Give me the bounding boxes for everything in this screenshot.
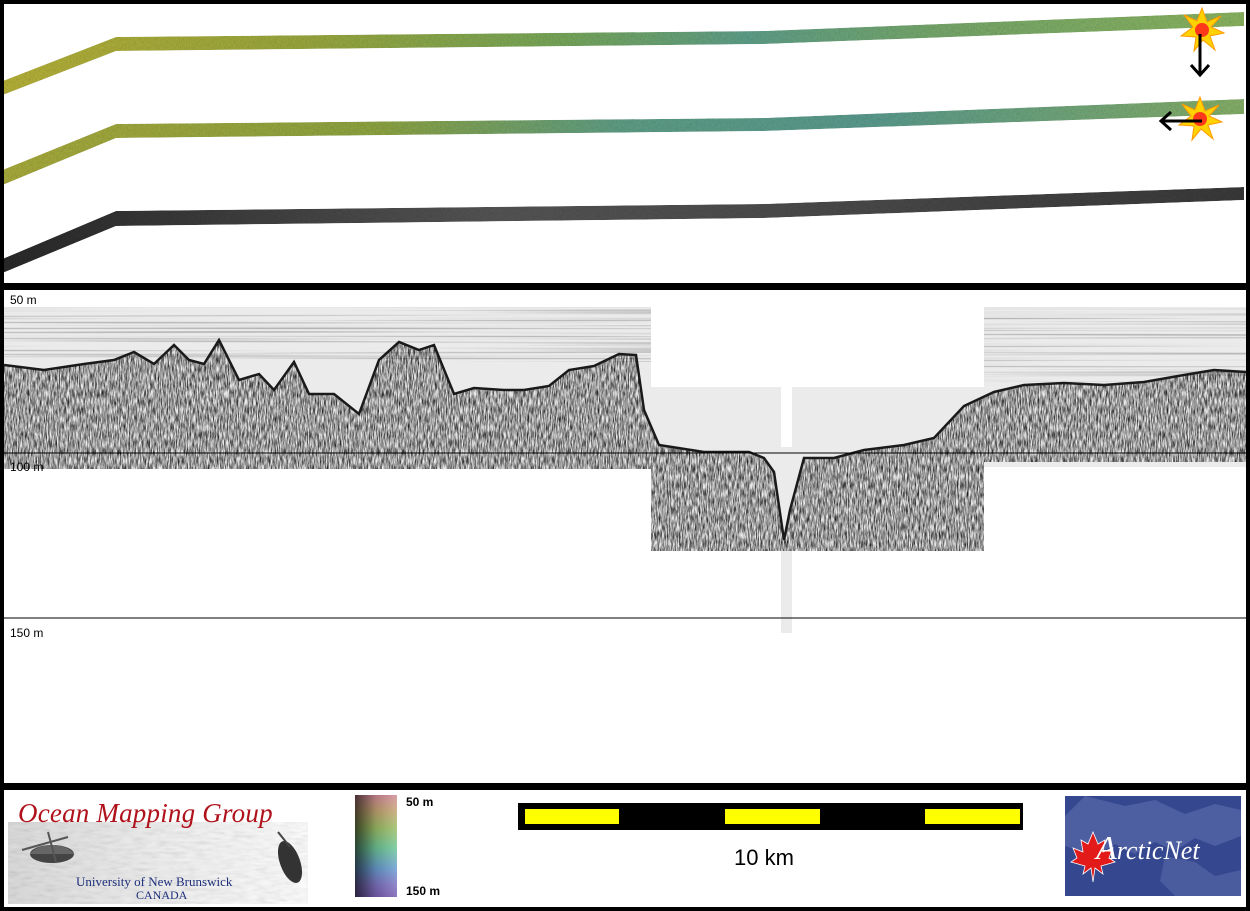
ocean-mapping-group-logo: Ocean Mapping Group (8, 792, 308, 904)
maple-leaf-icon (1070, 830, 1116, 883)
scale-segment (525, 809, 619, 824)
sidescan-gray-track (4, 187, 1244, 273)
swath-panel (4, 4, 1246, 283)
depth-label-150: 150 m (10, 626, 44, 640)
arcticnet-wordmark: ArcticNet (1096, 830, 1200, 868)
seafloor-logo-image (8, 822, 308, 904)
omg-university: University of New Brunswick (76, 874, 233, 889)
sun-illumination-icon (1179, 6, 1226, 53)
omg-country: CANADA (136, 888, 188, 902)
backscatter-color-track (4, 99, 1244, 185)
scale-segment (925, 809, 1020, 824)
arrow-left-icon (1158, 110, 1202, 132)
swath-tracks (4, 6, 1244, 273)
towfish-icon (277, 831, 303, 883)
scale-segment (725, 809, 820, 824)
colorbar-bottom-label: 150 m (406, 884, 441, 898)
scale-bar (518, 803, 1023, 830)
scale-label: 10 km (734, 845, 794, 870)
depth-label-50: 50 m (10, 293, 37, 307)
omg-title: Ocean Mapping Group (18, 798, 273, 828)
arcticnet-map-image (1065, 796, 1241, 896)
arcticnet-rest: rcticNet (1116, 836, 1200, 865)
seismic-profile (4, 307, 1246, 633)
colorbar-top-label: 50 m (406, 795, 434, 809)
arcticnet-logo (1065, 796, 1241, 896)
depth-colorbar (355, 795, 397, 897)
bathymetry-color-track (4, 12, 1244, 95)
depth-label-100: 100 m (10, 460, 44, 474)
arcticnet-initial: A (1096, 830, 1117, 867)
subbottom-profile-panel: 50 m 100 m 150 m (4, 290, 1246, 783)
ship-icon (21, 831, 74, 863)
legend-panel: Ocean Mapping Group University of New Br… (4, 790, 1246, 907)
arrow-down-icon (1189, 34, 1211, 78)
